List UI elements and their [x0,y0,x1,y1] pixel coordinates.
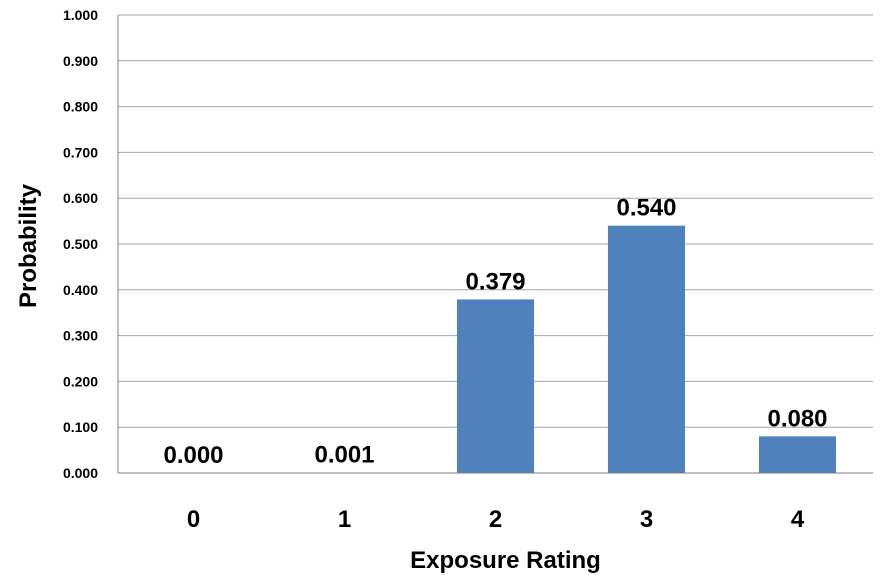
bar [759,436,836,473]
data-label: 0.000 [163,442,223,469]
bar [608,225,685,473]
gridlines [118,14,873,428]
x-tick-label: 0 [187,506,200,533]
x-tick-label: 2 [489,506,502,533]
y-tick-label: 0.400 [63,282,98,298]
y-tick-label: 0.600 [63,190,98,206]
data-label: 0.540 [616,195,676,222]
y-tick-label: 0.900 [63,53,98,69]
x-tick-label: 3 [640,506,653,533]
bars [306,225,836,473]
x-tick-label: 4 [791,506,805,533]
y-axis-title: Probability [15,183,42,308]
y-tick-label: 1.000 [63,7,98,23]
x-tick-label: 1 [338,506,351,533]
x-tick-labels: 0 1 2 3 4 [187,506,805,533]
data-label: 0.080 [767,405,827,432]
y-tick-label: 0.800 [63,99,98,115]
y-tick-label: 0.000 [63,465,98,481]
data-label: 0.001 [314,442,374,469]
y-tick-label: 0.300 [63,328,98,344]
data-labels: 0.000 0.001 0.379 0.540 0.080 [163,195,827,469]
y-tick-label: 0.200 [63,373,98,389]
y-tick-label: 0.100 [63,419,98,435]
x-axis-title: Exposure Rating [410,547,601,574]
y-tick-label: 0.700 [63,144,98,160]
bar [457,299,534,473]
y-tick-label: 0.500 [63,236,98,252]
y-tick-labels: 0.000 0.100 0.200 0.300 0.400 0.500 0.600 0.700… [63,7,98,481]
data-label: 0.379 [465,268,525,295]
